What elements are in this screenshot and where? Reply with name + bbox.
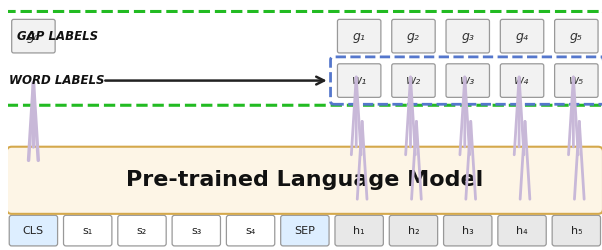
FancyBboxPatch shape xyxy=(500,64,544,97)
Text: w₂: w₂ xyxy=(406,74,421,87)
Text: h₄: h₄ xyxy=(517,226,528,235)
FancyBboxPatch shape xyxy=(335,215,383,246)
Text: s₄: s₄ xyxy=(246,226,256,235)
FancyBboxPatch shape xyxy=(446,20,489,53)
FancyBboxPatch shape xyxy=(281,215,329,246)
Text: g₄: g₄ xyxy=(515,30,529,43)
Text: h₂: h₂ xyxy=(408,226,419,235)
Text: w₄: w₄ xyxy=(515,74,530,87)
Text: h₁: h₁ xyxy=(353,226,365,235)
FancyBboxPatch shape xyxy=(338,64,381,97)
FancyBboxPatch shape xyxy=(7,147,602,214)
FancyBboxPatch shape xyxy=(11,20,55,53)
Text: s₂: s₂ xyxy=(137,226,147,235)
FancyBboxPatch shape xyxy=(172,215,220,246)
FancyBboxPatch shape xyxy=(392,20,435,53)
Text: w₃: w₃ xyxy=(460,74,476,87)
Text: h₅: h₅ xyxy=(571,226,582,235)
Text: s₁: s₁ xyxy=(82,226,93,235)
Text: CLS: CLS xyxy=(23,226,44,235)
Text: s₃: s₃ xyxy=(191,226,202,235)
FancyBboxPatch shape xyxy=(552,215,601,246)
Text: w₁: w₁ xyxy=(352,74,367,87)
Text: g₀: g₀ xyxy=(27,30,40,43)
FancyBboxPatch shape xyxy=(118,215,166,246)
Text: SEP: SEP xyxy=(294,226,315,235)
Text: g₁: g₁ xyxy=(353,30,365,43)
FancyBboxPatch shape xyxy=(9,215,58,246)
FancyBboxPatch shape xyxy=(64,215,112,246)
Text: w₅: w₅ xyxy=(569,74,584,87)
FancyBboxPatch shape xyxy=(498,215,546,246)
FancyBboxPatch shape xyxy=(554,20,598,53)
FancyBboxPatch shape xyxy=(226,215,275,246)
FancyBboxPatch shape xyxy=(446,64,489,97)
FancyBboxPatch shape xyxy=(500,20,544,53)
Text: h₃: h₃ xyxy=(462,226,474,235)
Text: g₃: g₃ xyxy=(461,30,474,43)
FancyBboxPatch shape xyxy=(389,215,438,246)
FancyBboxPatch shape xyxy=(338,20,381,53)
FancyBboxPatch shape xyxy=(444,215,492,246)
FancyBboxPatch shape xyxy=(392,64,435,97)
Text: GAP LABELS: GAP LABELS xyxy=(16,30,98,43)
FancyBboxPatch shape xyxy=(554,64,598,97)
Text: Pre-trained Language Model: Pre-trained Language Model xyxy=(126,170,483,190)
Text: WORD LABELS: WORD LABELS xyxy=(10,74,105,87)
Text: g₅: g₅ xyxy=(570,30,583,43)
Text: g₂: g₂ xyxy=(407,30,420,43)
